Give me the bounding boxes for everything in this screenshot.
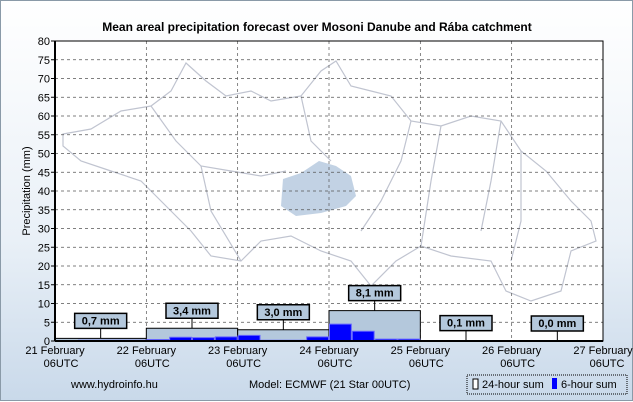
y-tick-label: 10 bbox=[38, 299, 50, 311]
x-tick-label-date: 22 February bbox=[117, 345, 177, 357]
y-tick-label: 75 bbox=[38, 55, 50, 67]
x-tick-label-date: 26 February bbox=[482, 345, 542, 357]
y-tick-label: 35 bbox=[38, 205, 50, 217]
legend: 24-hour sum 6-hour sum bbox=[467, 375, 627, 394]
y-tick-label: 70 bbox=[38, 74, 50, 86]
x-tick-label-time: 06UTC bbox=[409, 358, 444, 370]
y-tick-label: 20 bbox=[38, 261, 50, 273]
legend-swatch-24h bbox=[473, 379, 478, 389]
y-tick-label: 65 bbox=[38, 92, 50, 104]
y-tick-label: 30 bbox=[38, 224, 50, 236]
value-label: 8,1 mm bbox=[356, 288, 394, 300]
y-tick-label: 80 bbox=[38, 36, 50, 48]
x-tick-label-date: 27 February bbox=[573, 345, 633, 357]
legend-swatch-6h bbox=[552, 378, 557, 389]
y-axis-label: Precipitation (mm) bbox=[21, 146, 33, 235]
x-tick-label-date: 24 February bbox=[299, 345, 359, 357]
value-label: 0,0 mm bbox=[538, 318, 576, 330]
legend-24h-label: 24-hour sum bbox=[482, 379, 544, 391]
value-label: 3,4 mm bbox=[173, 305, 211, 317]
x-tick-label-time: 06UTC bbox=[226, 358, 261, 370]
x-tick-label-time: 06UTC bbox=[44, 358, 79, 370]
y-tick-label: 25 bbox=[38, 242, 50, 254]
value-label: 0,1 mm bbox=[447, 318, 485, 330]
legend-6h-label: 6-hour sum bbox=[561, 379, 617, 391]
x-tick-label-time: 06UTC bbox=[135, 358, 170, 370]
x-tick-label-date: 25 February bbox=[391, 345, 451, 357]
y-tick-label: 40 bbox=[38, 186, 50, 198]
y-tick-label: 15 bbox=[38, 280, 50, 292]
x-tick-label-date: 21 February bbox=[25, 345, 85, 357]
bar-6h bbox=[352, 331, 374, 341]
x-tick-label-date: 23 February bbox=[208, 345, 268, 357]
y-tick-label: 60 bbox=[38, 111, 50, 123]
value-label: 0,7 mm bbox=[82, 315, 120, 327]
source-link[interactable]: www.hydroinfo.hu bbox=[70, 379, 158, 391]
x-tick-label-time: 06UTC bbox=[590, 358, 625, 370]
y-tick-label: 55 bbox=[38, 130, 50, 142]
chart-title: Mean areal precipitation forecast over M… bbox=[102, 20, 531, 34]
y-tick-label: 5 bbox=[44, 317, 50, 329]
bar-6h bbox=[330, 324, 352, 341]
x-tick-label-time: 06UTC bbox=[500, 358, 535, 370]
value-label: 3,0 mm bbox=[264, 307, 302, 319]
x-tick-label-time: 06UTC bbox=[318, 358, 353, 370]
y-tick-label: 50 bbox=[38, 149, 50, 161]
y-tick-label: 45 bbox=[38, 167, 50, 179]
model-info: Model: ECMWF (21 Star 00UTC) bbox=[249, 379, 410, 391]
